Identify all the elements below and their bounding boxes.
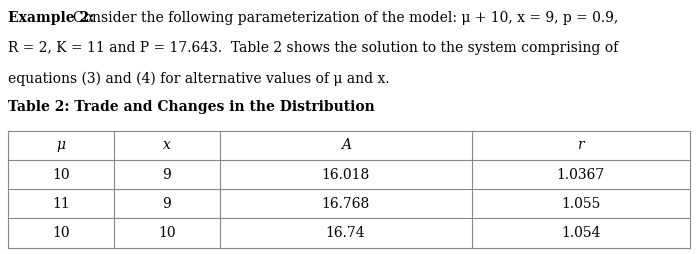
Text: 9: 9	[163, 197, 171, 211]
Text: R = 2, K = 11 and P = 17.643.  Table 2 shows the solution to the system comprisi: R = 2, K = 11 and P = 17.643. Table 2 sh…	[8, 41, 618, 55]
Text: 16.018: 16.018	[322, 168, 370, 182]
Text: 9: 9	[163, 168, 171, 182]
Text: 1.054: 1.054	[561, 226, 600, 240]
Text: 1.055: 1.055	[561, 197, 600, 211]
Text: 16.768: 16.768	[322, 197, 370, 211]
Text: 1.0367: 1.0367	[556, 168, 604, 182]
Text: 11: 11	[52, 197, 70, 211]
Text: r: r	[577, 138, 584, 152]
Text: μ: μ	[57, 138, 66, 152]
Text: Example 2:: Example 2:	[8, 11, 95, 25]
Text: equations (3) and (4) for alternative values of μ and x.: equations (3) and (4) for alternative va…	[8, 71, 390, 86]
Text: 10: 10	[52, 226, 70, 240]
Text: 16.74: 16.74	[326, 226, 366, 240]
Text: A: A	[341, 138, 350, 152]
Text: Consider the following parameterization of the model: μ + 10, x = 9, p = 0.9,: Consider the following parameterization …	[73, 11, 618, 25]
Text: 10: 10	[158, 226, 176, 240]
Text: Table 2: Trade and Changes in the Distribution: Table 2: Trade and Changes in the Distri…	[8, 100, 375, 114]
Text: 10: 10	[52, 168, 70, 182]
Text: x: x	[163, 138, 171, 152]
